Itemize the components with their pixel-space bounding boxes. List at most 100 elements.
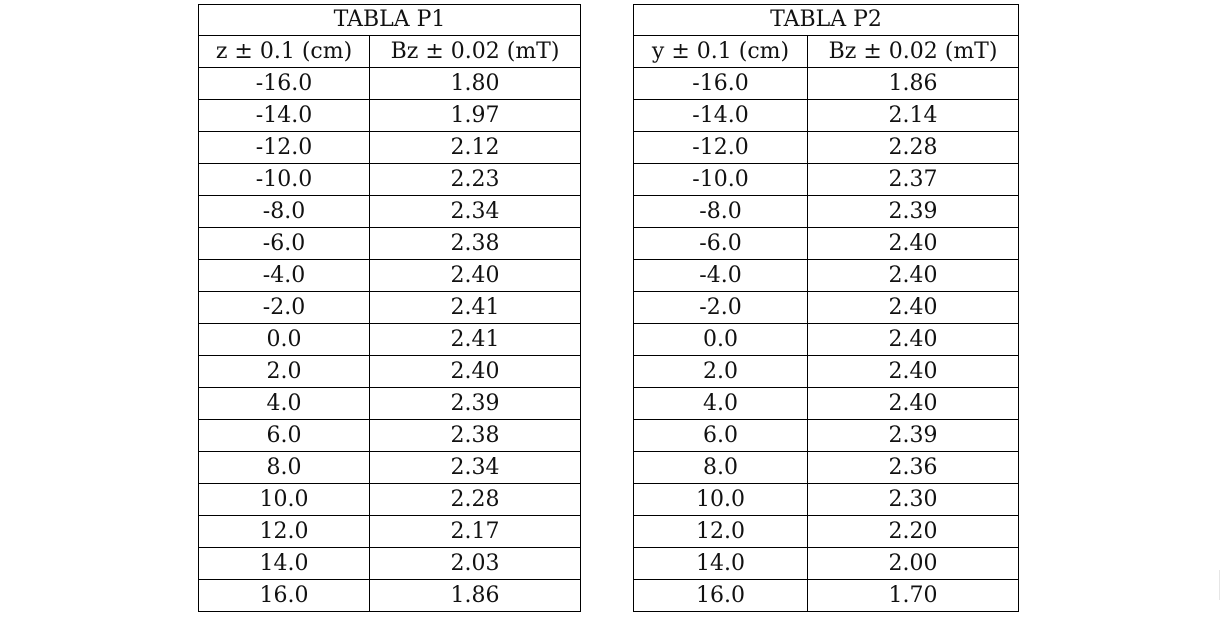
field-cell: 2.28 [368,483,582,516]
field-cell: 2.37 [806,163,1020,196]
field-cell: 2.40 [806,387,1020,420]
field-cell: 2.17 [368,515,582,548]
field-cell: 2.40 [806,355,1020,388]
position-cell: 4.0 [633,387,808,420]
table-title-row: TABLA P2 [632,4,1020,36]
table-row: -6.0 2.40 [633,227,1020,260]
position-cell: 16.0 [198,579,370,612]
field-cell: 2.40 [806,259,1020,292]
field-cell: 2.23 [368,163,582,196]
position-cell: 14.0 [633,547,808,580]
position-cell: -4.0 [633,259,808,292]
position-cell: -10.0 [198,163,370,196]
table-row: 10.0 2.30 [633,483,1020,516]
table-row: -4.0 2.40 [633,259,1020,292]
field-cell: 2.38 [368,227,582,260]
position-cell: 6.0 [633,419,808,452]
field-cell: 2.34 [368,195,582,228]
table-row: 12.0 2.20 [633,515,1020,548]
table-title-row: TABLA P1 [197,4,582,36]
column-header-position: y ± 0.1 (cm) [633,35,808,68]
position-cell: 2.0 [198,355,370,388]
table-row: -12.0 2.12 [198,131,582,164]
field-cell: 2.12 [368,131,582,164]
table-header-row: y ± 0.1 (cm) Bz ± 0.02 (mT) [633,35,1020,68]
table-row: -10.0 2.37 [633,163,1020,196]
field-cell: 2.39 [806,195,1020,228]
column-header-field: Bz ± 0.02 (mT) [806,35,1020,68]
position-cell: -12.0 [633,131,808,164]
position-cell: 8.0 [633,451,808,484]
position-cell: 16.0 [633,579,808,612]
field-cell: 2.40 [368,355,582,388]
field-cell: 2.20 [806,515,1020,548]
column-header-field: Bz ± 0.02 (mT) [368,35,582,68]
table-row: 12.0 2.17 [198,515,582,548]
position-cell: 2.0 [633,355,808,388]
column-header-position: z ± 0.1 (cm) [198,35,370,68]
field-cell: 2.40 [806,227,1020,260]
table-row: -12.0 2.28 [633,131,1020,164]
position-cell: -14.0 [198,99,370,132]
position-cell: -10.0 [633,163,808,196]
position-cell: -2.0 [198,291,370,324]
table-row: 6.0 2.38 [198,419,582,452]
table-row: 8.0 2.34 [198,451,582,484]
table-body: -16.0 1.80 -14.0 1.97 -12.0 2.12 -10.0 2.23 -8.0… [198,67,582,612]
table-row: -16.0 1.86 [633,67,1020,100]
field-cell: 2.41 [368,323,582,356]
position-cell: 12.0 [198,515,370,548]
table-body: -16.0 1.86 -14.0 2.14 -12.0 2.28 -10.0 2.37 -8.0… [633,67,1020,612]
position-cell: 0.0 [633,323,808,356]
position-cell: -4.0 [198,259,370,292]
field-cell: 1.86 [368,579,582,612]
field-cell: 2.39 [368,387,582,420]
table-title: TABLA P1 [197,4,582,36]
position-cell: -8.0 [198,195,370,228]
table-row: 6.0 2.39 [633,419,1020,452]
field-cell: 2.14 [806,99,1020,132]
table-row: -6.0 2.38 [198,227,582,260]
table-row: -14.0 1.97 [198,99,582,132]
field-cell: 1.97 [368,99,582,132]
field-cell: 2.00 [806,547,1020,580]
position-cell: -14.0 [633,99,808,132]
field-cell: 2.36 [806,451,1020,484]
table-row: 16.0 1.86 [198,579,582,612]
position-cell: -6.0 [198,227,370,260]
position-cell: -8.0 [633,195,808,228]
table-header-row: z ± 0.1 (cm) Bz ± 0.02 (mT) [198,35,582,68]
table-row: -2.0 2.41 [198,291,582,324]
field-cell: 2.40 [806,291,1020,324]
field-cell: 2.39 [806,419,1020,452]
position-cell: 4.0 [198,387,370,420]
table-row: -14.0 2.14 [633,99,1020,132]
table-row: -16.0 1.80 [198,67,582,100]
table-row: 4.0 2.40 [633,387,1020,420]
table-row: 0.0 2.40 [633,323,1020,356]
table-row: -10.0 2.23 [198,163,582,196]
position-cell: 14.0 [198,547,370,580]
table-row: 14.0 2.00 [633,547,1020,580]
field-cell: 2.40 [806,323,1020,356]
table-row: 0.0 2.41 [198,323,582,356]
position-cell: -2.0 [633,291,808,324]
field-cell: 2.03 [368,547,582,580]
position-cell: 12.0 [633,515,808,548]
position-cell: 6.0 [198,419,370,452]
position-cell: 10.0 [633,483,808,516]
position-cell: -16.0 [198,67,370,100]
position-cell: -6.0 [633,227,808,260]
table-row: -8.0 2.34 [198,195,582,228]
table-row: -2.0 2.40 [633,291,1020,324]
table-p2: TABLA P2 y ± 0.1 (cm) Bz ± 0.02 (mT) -16… [632,4,1020,612]
position-cell: 10.0 [198,483,370,516]
table-p1: TABLA P1 z ± 0.1 (cm) Bz ± 0.02 (mT) -16… [197,4,582,612]
field-cell: 1.80 [368,67,582,100]
table-row: 2.0 2.40 [198,355,582,388]
position-cell: -12.0 [198,131,370,164]
field-cell: 1.70 [806,579,1020,612]
field-cell: 2.30 [806,483,1020,516]
table-row: -4.0 2.40 [198,259,582,292]
field-cell: 2.38 [368,419,582,452]
